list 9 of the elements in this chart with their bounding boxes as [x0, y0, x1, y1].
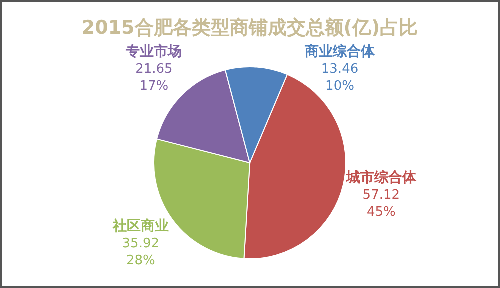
data-label: 35.92 28% [122, 236, 160, 269]
slice-label: 专业市场 [125, 43, 182, 60]
slice-label: 城市综合体 [345, 168, 418, 186]
data-label: 21.65 17% [136, 62, 173, 94]
data-label: 57.12 45% [362, 188, 400, 220]
chart-title: 2015合肥各类型商铺成交总额(亿)占比 [82, 17, 418, 39]
slice-label: 商业综合体 [304, 43, 376, 60]
data-label: 13.46 10% [321, 62, 359, 94]
slice-label: 社区商业 [112, 218, 169, 235]
